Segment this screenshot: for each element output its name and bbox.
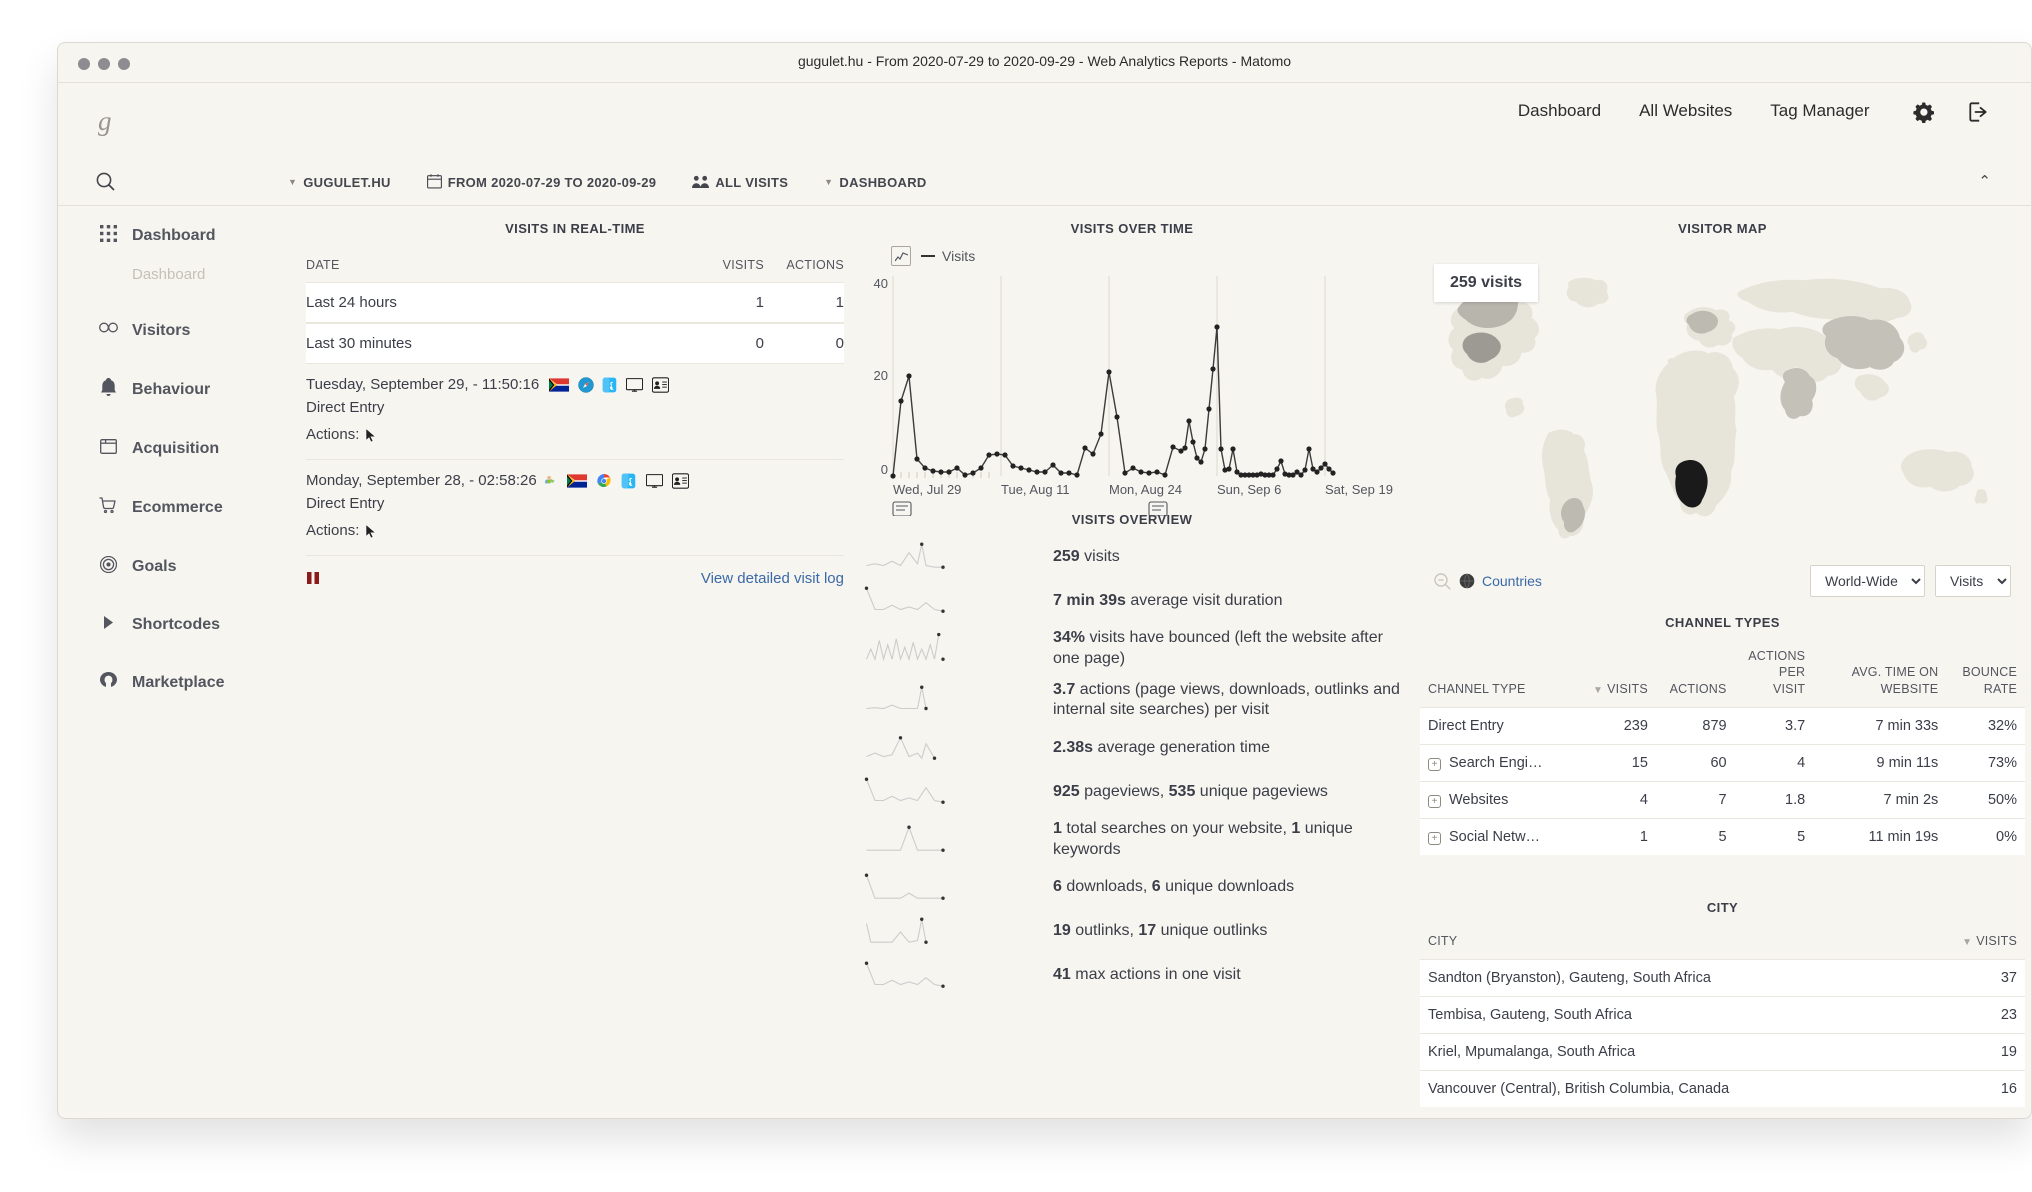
svg-text:40: 40 (874, 276, 888, 291)
svg-text:Tue, Aug 11: Tue, Aug 11 (1001, 482, 1070, 497)
svg-text:g: g (98, 106, 112, 136)
svg-text:Sat, Sep 19: Sat, Sep 19 (1325, 482, 1393, 497)
svg-text:Wed, Jul 29: Wed, Jul 29 (893, 482, 961, 497)
svg-text:Sun, Sep 6: Sun, Sep 6 (1217, 482, 1281, 497)
svg-text:Mon, Aug 24: Mon, Aug 24 (1109, 482, 1182, 497)
svg-text:20: 20 (874, 368, 888, 383)
svg-text:0: 0 (881, 462, 888, 477)
